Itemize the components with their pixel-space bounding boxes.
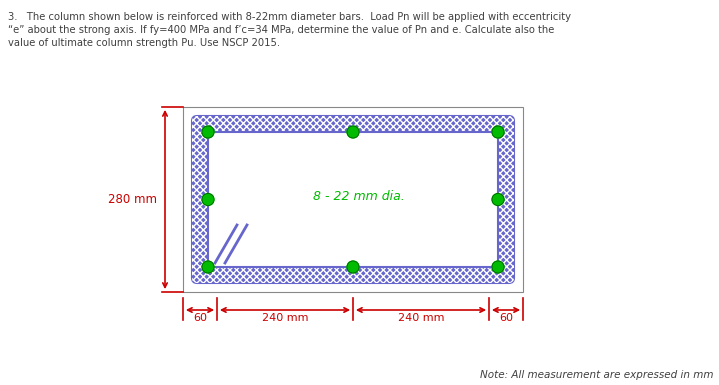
- Text: 60: 60: [193, 313, 207, 323]
- Circle shape: [347, 261, 359, 273]
- Circle shape: [202, 126, 214, 138]
- FancyBboxPatch shape: [208, 132, 498, 267]
- Text: value of ultimate column strength Pu. Use NSCP 2015.: value of ultimate column strength Pu. Us…: [8, 38, 280, 48]
- Circle shape: [347, 126, 359, 138]
- Text: 280 mm: 280 mm: [109, 193, 157, 206]
- Text: “e” about the strong axis. If fy=400 MPa and f’c=34 MPa, determine the value of : “e” about the strong axis. If fy=400 MPa…: [8, 25, 554, 35]
- Circle shape: [492, 261, 504, 273]
- Bar: [183, 107, 523, 292]
- Text: 240 mm: 240 mm: [398, 313, 444, 323]
- Text: 3.   The column shown below is reinforced with 8-22mm diameter bars.  Load Pn wi: 3. The column shown below is reinforced …: [8, 12, 571, 22]
- Text: Note: All measurement are expressed in mm: Note: All measurement are expressed in m…: [480, 370, 714, 380]
- FancyBboxPatch shape: [192, 116, 514, 283]
- Text: 8 - 22 mm dia.: 8 - 22 mm dia.: [313, 190, 405, 203]
- Text: 240 mm: 240 mm: [262, 313, 308, 323]
- Circle shape: [202, 261, 214, 273]
- Circle shape: [492, 126, 504, 138]
- Circle shape: [202, 194, 214, 206]
- Circle shape: [492, 194, 504, 206]
- Text: 60: 60: [499, 313, 513, 323]
